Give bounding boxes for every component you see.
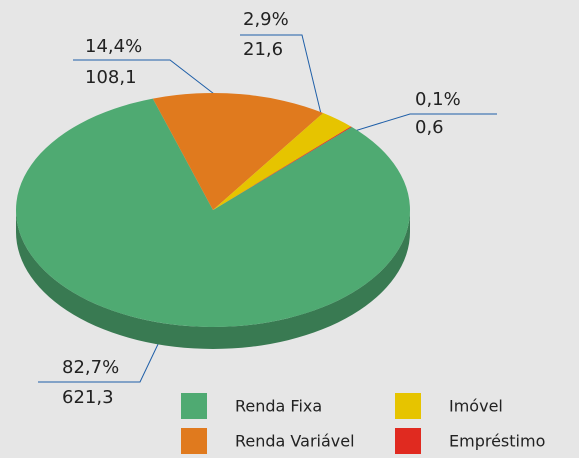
legend-label: Renda Variável	[235, 432, 355, 451]
data-label: 82,7%	[62, 357, 119, 378]
pie-side	[16, 210, 410, 349]
legend-swatch	[395, 428, 421, 454]
data-label: 0,1%	[415, 89, 461, 110]
leader-lines	[38, 34, 497, 383]
data-label: 14,4%	[85, 36, 142, 57]
amount-label: 108,1	[85, 67, 137, 88]
legend-label: Renda Fixa	[235, 397, 322, 416]
data-label: 2,9%	[243, 9, 289, 30]
leader-line	[38, 339, 161, 383]
legend-label: Imóvel	[449, 397, 503, 416]
pie-slice	[213, 113, 351, 210]
leader-line	[240, 34, 323, 119]
amount-label: 621,3	[62, 387, 114, 408]
legend-label: Empréstimo	[449, 432, 545, 451]
amount-label: 21,6	[243, 39, 283, 60]
legend-swatch	[181, 393, 207, 419]
legend-swatch	[181, 428, 207, 454]
amount-label: 0,6	[415, 117, 444, 138]
leader-line	[73, 59, 219, 98]
pie-slice	[213, 126, 352, 210]
leader-line	[347, 113, 497, 134]
pie-slice	[152, 93, 324, 210]
pie-slice	[15, 98, 410, 327]
legend-swatch	[395, 393, 421, 419]
